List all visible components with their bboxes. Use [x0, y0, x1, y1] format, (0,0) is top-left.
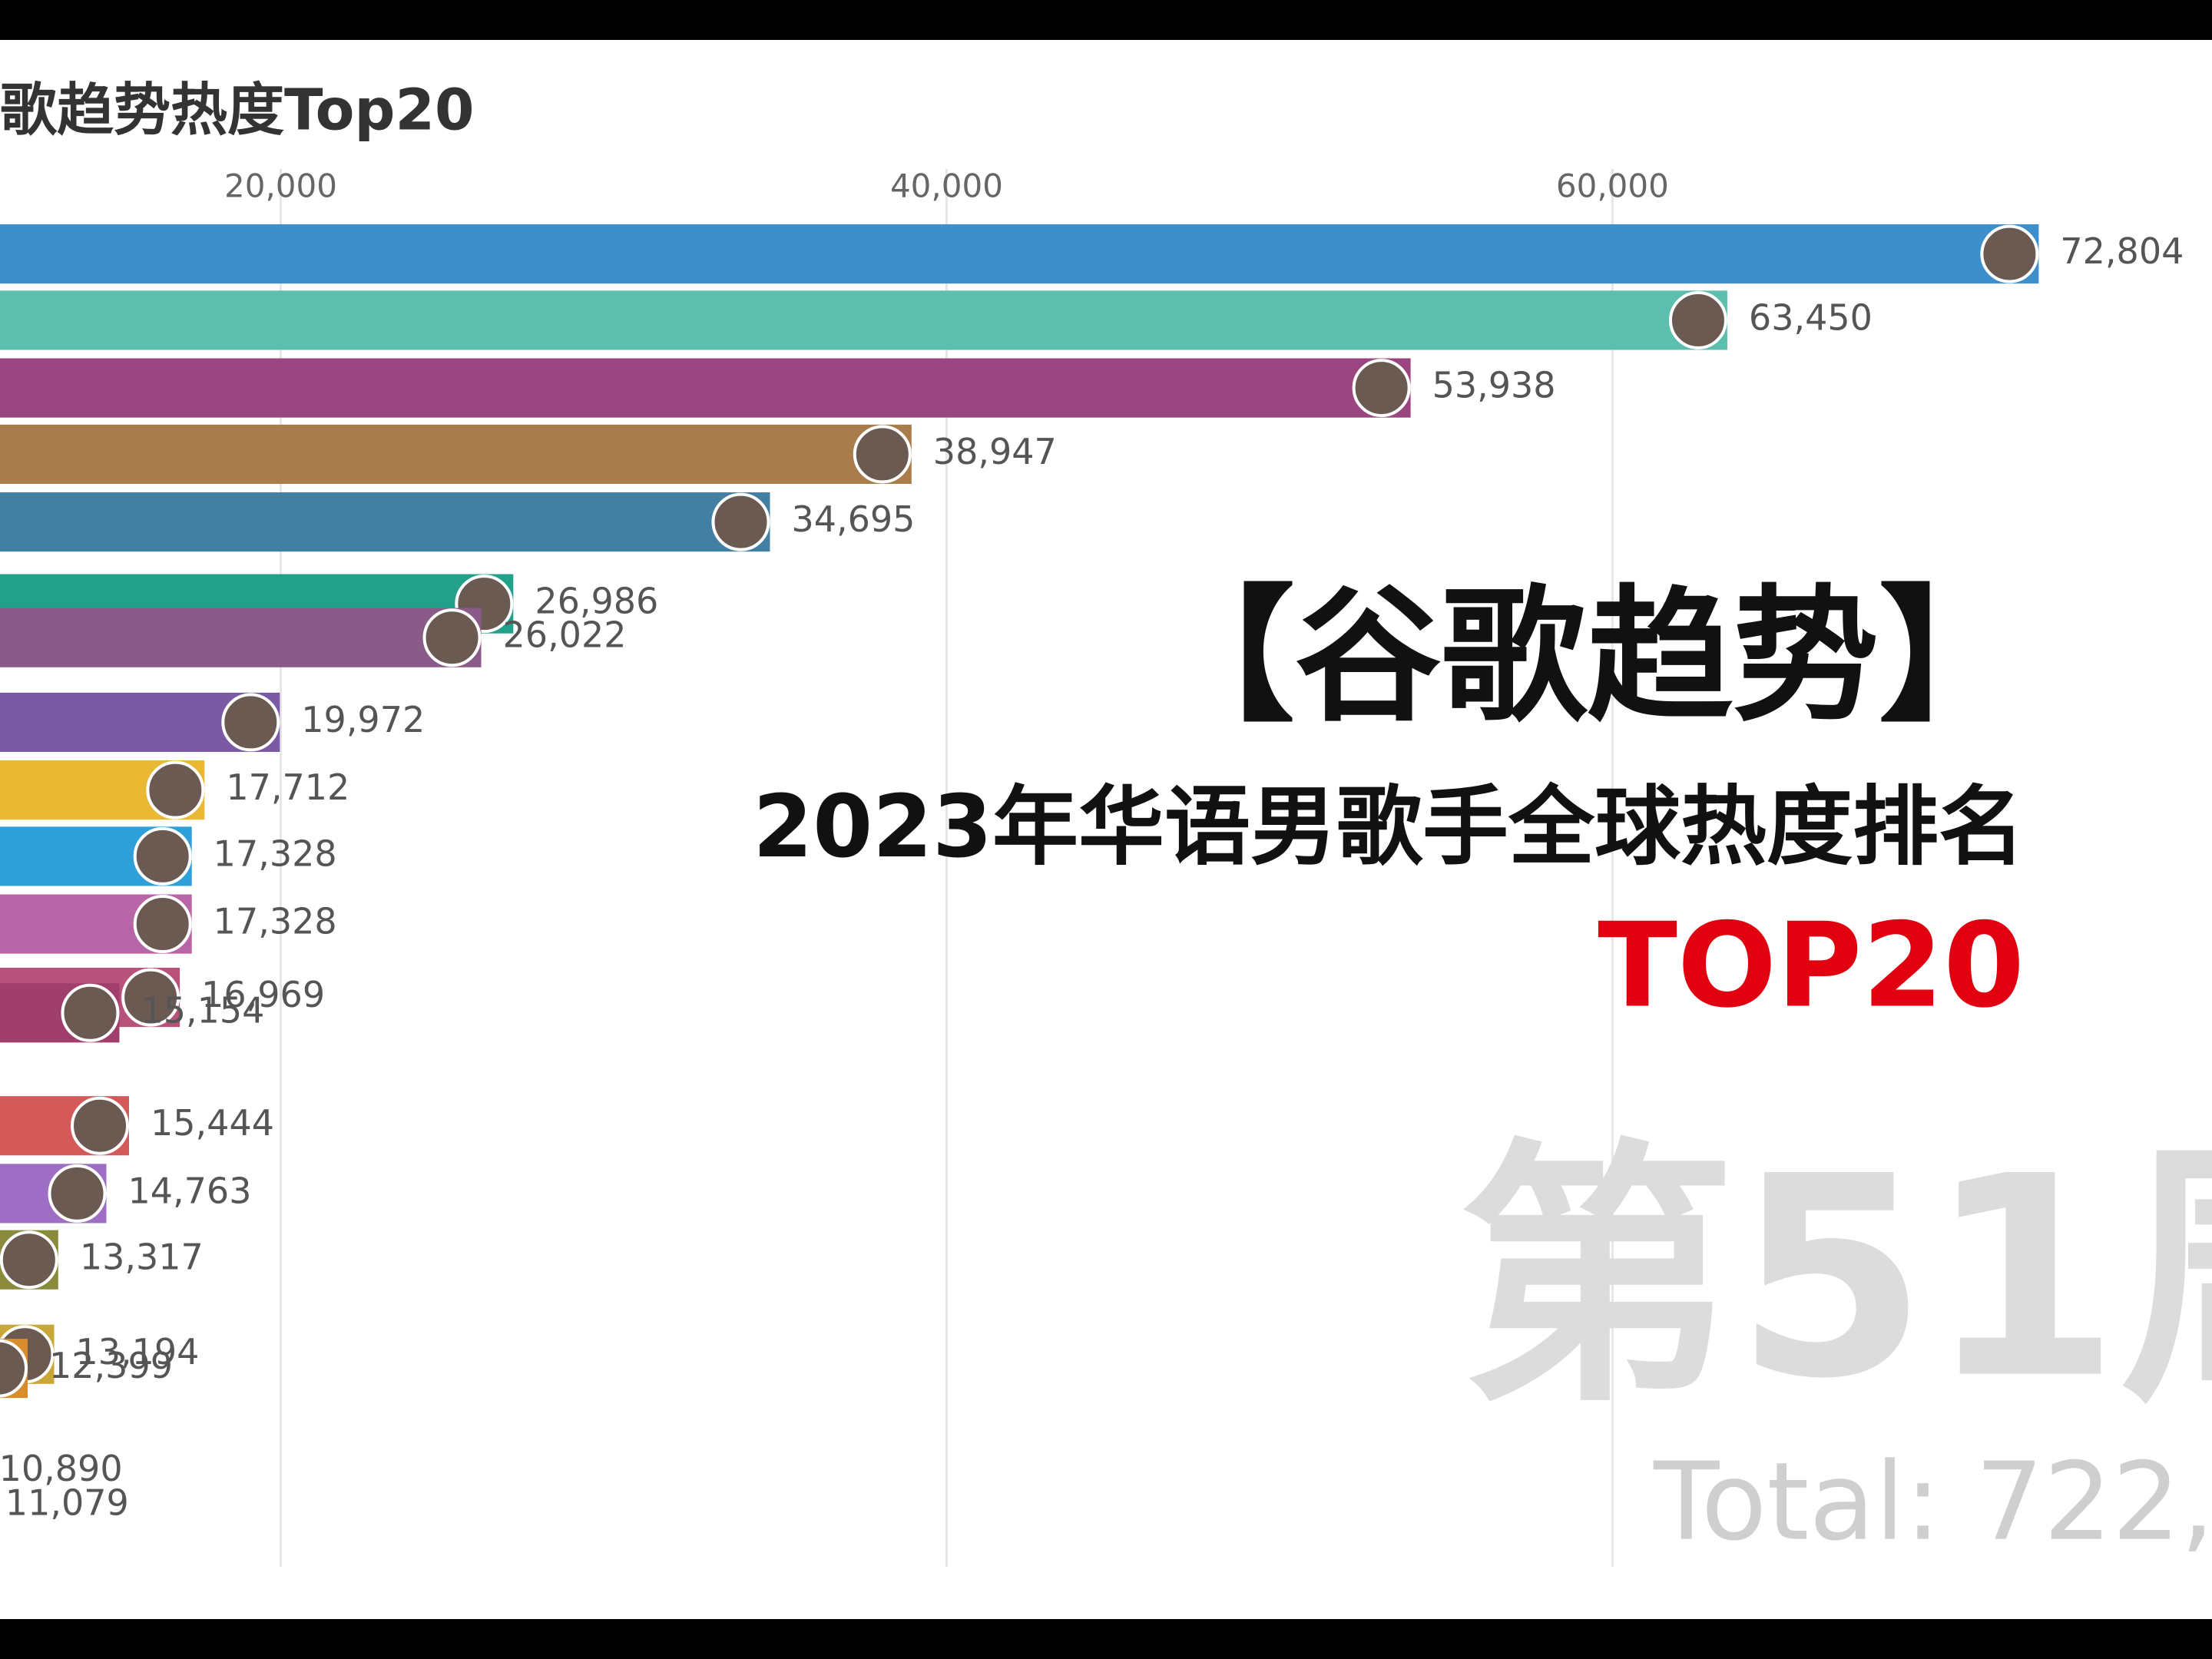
x-tick-label: 40,000: [890, 167, 1003, 205]
avatar: [121, 968, 180, 1027]
avatar: [0, 1339, 28, 1398]
value-label: 19,972: [301, 699, 425, 740]
chart-title: 歌趋势热度Top20: [0, 78, 474, 144]
avatar: [133, 895, 192, 954]
value-label: 15,444: [151, 1102, 274, 1144]
value-label: 72,804: [2060, 230, 2184, 272]
overlay-top: TOP20: [1598, 898, 2025, 1034]
x-tick-label: 60,000: [1556, 167, 1669, 205]
avatar: [133, 826, 192, 886]
avatar: [1668, 290, 1727, 349]
value-label: 63,450: [1749, 296, 1873, 338]
value-label: 53,938: [1432, 365, 1556, 406]
value-label: 13,194: [75, 1331, 199, 1373]
avatar: [1352, 359, 1411, 418]
avatar: [48, 1164, 107, 1223]
overlay-subtitle: 2023年华语男歌手全球热度排名: [753, 777, 2025, 877]
week-label: 第51周: [1459, 1117, 2212, 1439]
value-label: 17,712: [226, 767, 349, 808]
bar: [0, 492, 770, 552]
avatar: [61, 983, 120, 1042]
total-label: Total: 722,6: [1653, 1440, 2212, 1565]
bar: [0, 608, 482, 667]
avatar: [71, 1096, 130, 1155]
value-label: 26,986: [535, 581, 658, 622]
value-label: 13,317: [80, 1237, 204, 1278]
avatar: [146, 760, 205, 820]
bar: [0, 358, 1411, 418]
value-label: 17,328: [214, 901, 337, 942]
value-label: 14,763: [128, 1170, 252, 1211]
value-label: 34,695: [791, 498, 915, 540]
avatar: [711, 492, 770, 551]
x-tick-label: 20,000: [224, 167, 337, 205]
value-label: 10,890: [0, 1448, 123, 1489]
overlay-title: 【谷歌趋势】: [1149, 571, 2025, 741]
avatar: [0, 1230, 58, 1290]
value-label: 26,022: [503, 614, 627, 656]
value-label: 16,969: [201, 974, 325, 1015]
avatar: [853, 425, 912, 484]
bar: [0, 224, 2039, 284]
avatar: [1980, 224, 2039, 283]
bar: [0, 424, 912, 484]
bar: [0, 290, 1727, 350]
avatar: [221, 693, 280, 752]
value-label: 11,079: [5, 1482, 129, 1523]
value-label: 15,154: [141, 989, 264, 1031]
value-label: 17,328: [214, 833, 337, 874]
value-label: 12,399: [49, 1345, 173, 1386]
value-label: 38,947: [933, 431, 1057, 472]
avatar: [422, 608, 482, 667]
